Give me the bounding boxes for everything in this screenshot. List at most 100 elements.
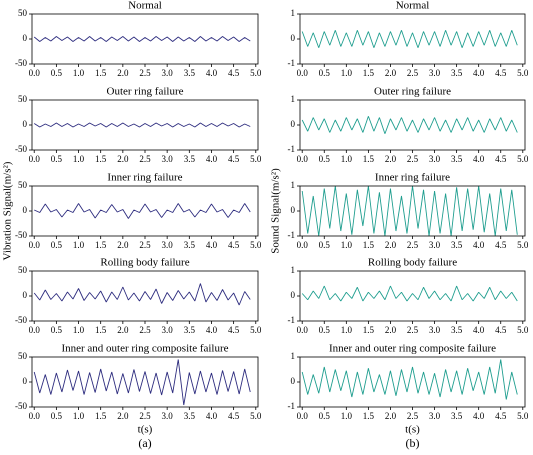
x-tick-label: 3.5 [184, 154, 196, 164]
x-tick-label: 3.0 [162, 325, 174, 335]
x-tick-label: 4.5 [228, 240, 240, 250]
x-axis-label: t(s) [405, 424, 420, 436]
y-tick-label: 1 [291, 180, 296, 190]
x-tick-label: 3.0 [429, 154, 441, 164]
plot-frame [299, 99, 526, 151]
x-tick-label: 4.5 [228, 154, 240, 164]
y-tick-label: -50 [15, 315, 27, 325]
x-tick-label: 1.0 [73, 154, 85, 164]
x-tick-label: 5.0 [250, 411, 262, 421]
signal-line [301, 359, 518, 400]
y-tick-label: 0 [291, 376, 296, 386]
x-tick-label: 2.5 [139, 68, 151, 78]
x-tick-label: 3.5 [184, 411, 196, 421]
x-tick-label: 3.0 [162, 154, 174, 164]
x-tick-label: 4.0 [473, 154, 485, 164]
x-tick-label: 3.0 [429, 411, 441, 421]
x-tick-label: 4.0 [473, 68, 485, 78]
x-tick-label: 4.0 [473, 325, 485, 335]
x-tick-label: 1.5 [363, 411, 375, 421]
y-tick-label: -1 [288, 230, 296, 240]
x-tick-label: 0.5 [51, 325, 63, 335]
x-tick-label: 5.0 [517, 154, 529, 164]
y-tick-label: -1 [288, 315, 296, 325]
x-tick-label: 4.0 [206, 68, 218, 78]
x-tick-label: 0.0 [29, 154, 41, 164]
plot-frame [299, 13, 526, 65]
x-tick-label: 0.5 [319, 240, 331, 250]
x-tick-label: 3.5 [451, 411, 463, 421]
x-tick-label: 0.0 [29, 325, 41, 335]
y-tick-label: -50 [15, 401, 27, 411]
y-tick-label: -50 [15, 144, 27, 154]
x-tick-label: 1.5 [363, 68, 375, 78]
x-tick-label: 0.5 [319, 325, 331, 335]
signal-line [34, 203, 251, 219]
x-tick-label: 2.0 [117, 68, 129, 78]
x-tick-label: 4.0 [206, 240, 218, 250]
y-tick-label: 0 [291, 205, 296, 215]
y-tick-label: 0 [291, 290, 296, 300]
y-tick-label: -1 [288, 58, 296, 68]
x-tick-label: 1.5 [95, 240, 107, 250]
y-tick-label: 1 [291, 8, 296, 18]
y-tick-label: -1 [288, 401, 296, 411]
x-tick-label: 2.0 [385, 411, 397, 421]
x-tick-label: 2.0 [117, 411, 129, 421]
x-tick-label: 3.0 [429, 325, 441, 335]
signal-line [301, 285, 518, 302]
x-tick-label: 2.5 [407, 154, 419, 164]
x-tick-label: 0.5 [51, 154, 63, 164]
x-tick-label: 4.5 [228, 68, 240, 78]
y-tick-label: 50 [18, 8, 28, 18]
x-tick-label: 3.5 [451, 154, 463, 164]
panel-title: Inner and outer ring composite failure [61, 343, 228, 355]
plot-frame [31, 13, 259, 65]
x-tick-label: 0.0 [297, 154, 309, 164]
y-tick-label: 0 [23, 119, 28, 129]
panel-title: Outer ring failure [107, 86, 184, 98]
x-tick-label: 2.0 [117, 154, 129, 164]
y-tick-label: -50 [15, 58, 27, 68]
y-tick-label: 0 [291, 119, 296, 129]
x-tick-label: 3.5 [184, 325, 196, 335]
x-tick-label: 4.5 [228, 325, 240, 335]
x-tick-label: 4.5 [495, 68, 507, 78]
x-tick-label: 2.0 [385, 240, 397, 250]
y-tick-label: 1 [291, 94, 296, 104]
y-tick-label: -1 [288, 144, 296, 154]
panel-title: Outer ring failure [374, 86, 451, 98]
signal-line [301, 185, 518, 237]
x-tick-label: 3.0 [162, 68, 174, 78]
y-axis-label: Sound Signal(m/s²) [270, 168, 282, 254]
x-tick-label: 2.5 [139, 411, 151, 421]
x-tick-label: 0.5 [51, 411, 63, 421]
x-tick-label: 0.0 [297, 325, 309, 335]
signal-line [33, 359, 251, 406]
x-tick-label: 0.5 [319, 154, 331, 164]
x-tick-label: 1.5 [363, 240, 375, 250]
x-tick-label: 0.0 [297, 411, 309, 421]
x-tick-label: 3.5 [451, 325, 463, 335]
x-tick-label: 1.0 [341, 411, 353, 421]
x-tick-label: 1.5 [95, 411, 107, 421]
panel-title: Normal [396, 0, 430, 12]
x-tick-label: 3.5 [184, 240, 196, 250]
x-tick-label: 2.0 [385, 68, 397, 78]
y-tick-label: 0 [23, 376, 28, 386]
y-tick-label: 0 [23, 290, 28, 300]
x-tick-label: 1.0 [73, 325, 85, 335]
y-tick-label: 0 [291, 33, 296, 43]
x-tick-label: 0.5 [319, 68, 331, 78]
x-tick-label: 2.0 [117, 240, 129, 250]
x-tick-label: 4.0 [206, 325, 218, 335]
x-tick-label: 0.5 [51, 240, 63, 250]
signal-line [33, 283, 251, 306]
panel-caption: (a) [138, 436, 151, 450]
signal-line [33, 122, 251, 128]
x-tick-label: 0.0 [29, 411, 41, 421]
plot-frame [31, 270, 259, 322]
x-tick-label: 1.0 [341, 325, 353, 335]
panel-title: Normal [128, 0, 162, 12]
